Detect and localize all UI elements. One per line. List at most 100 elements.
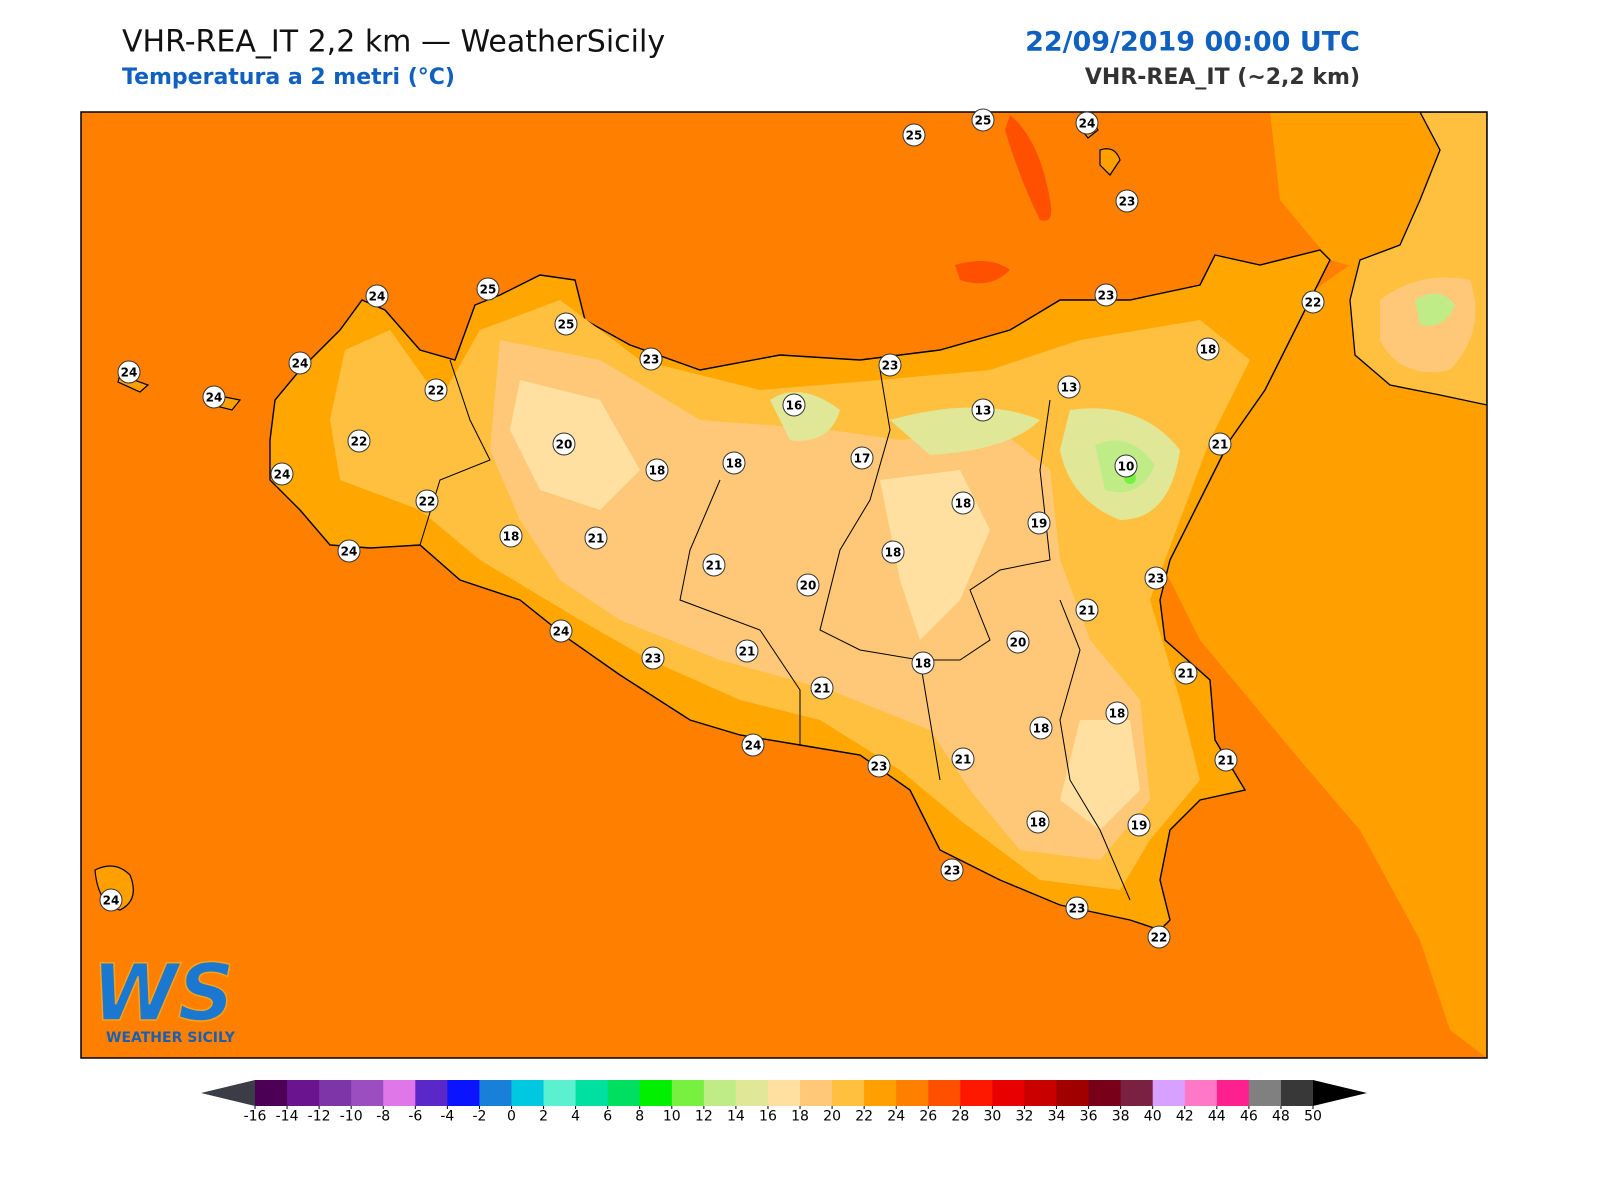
colorbar-box <box>351 1080 384 1106</box>
colorbar-box <box>832 1080 865 1106</box>
station-marker <box>499 524 523 548</box>
station-value: 25 <box>558 318 575 332</box>
colorbar-box <box>543 1080 577 1106</box>
station-value: 24 <box>206 391 223 405</box>
colorbar-tick-label: 6 <box>603 1109 612 1125</box>
colorbar-box <box>1184 1080 1218 1106</box>
station-marker <box>850 446 874 470</box>
station-value: 21 <box>739 645 756 659</box>
station-marker <box>971 398 995 422</box>
station-marker <box>1196 337 1220 361</box>
station-value: 23 <box>1148 572 1165 586</box>
colorbar-tick-label: 40 <box>1144 1109 1162 1125</box>
station-marker <box>1301 290 1325 314</box>
colorbar-tick-label: -4 <box>440 1109 454 1125</box>
station-value: 10 <box>1118 460 1135 474</box>
station-value: 25 <box>480 283 497 297</box>
colorbar-box <box>1024 1080 1058 1106</box>
colorbar-tick-label: 48 <box>1272 1109 1290 1125</box>
station-marker <box>735 639 759 663</box>
title: VHR-REA_IT 2,2 km — WeatherSicily <box>122 25 665 60</box>
station-value: 16 <box>786 399 803 413</box>
logo-initials: WS <box>92 949 234 1039</box>
warm-patch <box>1005 115 1052 221</box>
station-value: 22 <box>419 495 436 509</box>
colorbar-tick-label: -6 <box>408 1109 422 1125</box>
station-value: 20 <box>556 438 573 452</box>
station-value: 23 <box>882 359 899 373</box>
station-marker <box>1029 716 1053 740</box>
colorbar-box <box>255 1080 288 1106</box>
colorbar-tick-label: -12 <box>308 1109 331 1125</box>
station-marker <box>940 858 964 882</box>
station-value: 21 <box>1218 754 1235 768</box>
station-marker <box>1026 810 1050 834</box>
station-marker <box>424 378 448 402</box>
station-marker <box>1027 511 1051 535</box>
station-marker <box>1075 111 1099 135</box>
station-value: 22 <box>1305 296 1322 310</box>
station-value: 21 <box>1079 604 1096 618</box>
station-marker <box>1214 748 1238 772</box>
station-value: 24 <box>745 739 762 753</box>
colorbar-box <box>1280 1080 1314 1106</box>
map: WS WEATHER SICILY 25 25 24 23 24 25 25 23 23 23 22… <box>80 108 1488 1059</box>
colorbar-box <box>415 1080 448 1106</box>
station-value: 18 <box>885 546 902 560</box>
station-value: 19 <box>1031 517 1048 531</box>
station-value: 24 <box>121 366 138 380</box>
colorbar-box <box>671 1080 705 1106</box>
colorbar-tick-label: 0 <box>507 1109 516 1125</box>
colorbar-box <box>319 1080 352 1106</box>
land-cool <box>1060 720 1140 830</box>
island <box>1099 148 1121 176</box>
colorbar-box <box>1248 1080 1282 1106</box>
station-marker <box>1147 925 1171 949</box>
colorbar-tick-label: 8 <box>635 1109 644 1125</box>
colorbar-tick-label: 4 <box>571 1109 580 1125</box>
station-value: 20 <box>800 579 817 593</box>
station-marker <box>782 393 806 417</box>
station-marker <box>911 651 935 675</box>
station-value: 22 <box>428 384 445 398</box>
station-value: 25 <box>975 114 992 128</box>
station-marker <box>881 540 905 564</box>
station-value: 13 <box>1061 381 1078 395</box>
model: VHR-REA_IT (~2,2 km) <box>1085 65 1360 90</box>
station-value: 19 <box>1131 819 1148 833</box>
colorbar-tick-label: 26 <box>919 1109 937 1125</box>
station-marker <box>641 646 665 670</box>
station-value: 21 <box>1212 438 1229 452</box>
colorbar-tick-label: -10 <box>340 1109 363 1125</box>
station-value: 18 <box>955 497 972 511</box>
colorbar-box <box>575 1080 609 1106</box>
station-marker <box>1174 661 1198 685</box>
station-value: 18 <box>915 657 932 671</box>
station-marker <box>645 458 669 482</box>
station-value: 21 <box>814 682 831 696</box>
station-value: 22 <box>1151 931 1168 945</box>
colorbar-tick-label: 38 <box>1112 1109 1130 1125</box>
colorbar-tick-label: 42 <box>1176 1109 1194 1125</box>
colorbar-tick-label: 24 <box>887 1109 905 1125</box>
station-value: 24 <box>274 468 291 482</box>
colorbar-box <box>1120 1080 1154 1106</box>
station-marker <box>584 526 608 550</box>
station-marker <box>99 888 123 912</box>
station-marker <box>1144 566 1168 590</box>
station-marker <box>1094 283 1118 307</box>
colorbar-box <box>800 1080 833 1106</box>
colorbar-tick-label: 14 <box>727 1109 745 1125</box>
station-value: 22 <box>351 435 368 449</box>
colorbar-box <box>511 1080 545 1106</box>
station-marker <box>552 432 576 456</box>
station-value: 23 <box>1098 289 1115 303</box>
station-value: 24 <box>1079 117 1096 131</box>
colorbar-tick-label: -2 <box>472 1109 486 1125</box>
station-marker <box>878 353 902 377</box>
colorbar-tick-label: 36 <box>1080 1109 1098 1125</box>
station-value: 17 <box>854 452 871 466</box>
station-value: 23 <box>1069 902 1086 916</box>
station-value: 18 <box>1109 707 1126 721</box>
station-value: 23 <box>645 652 662 666</box>
